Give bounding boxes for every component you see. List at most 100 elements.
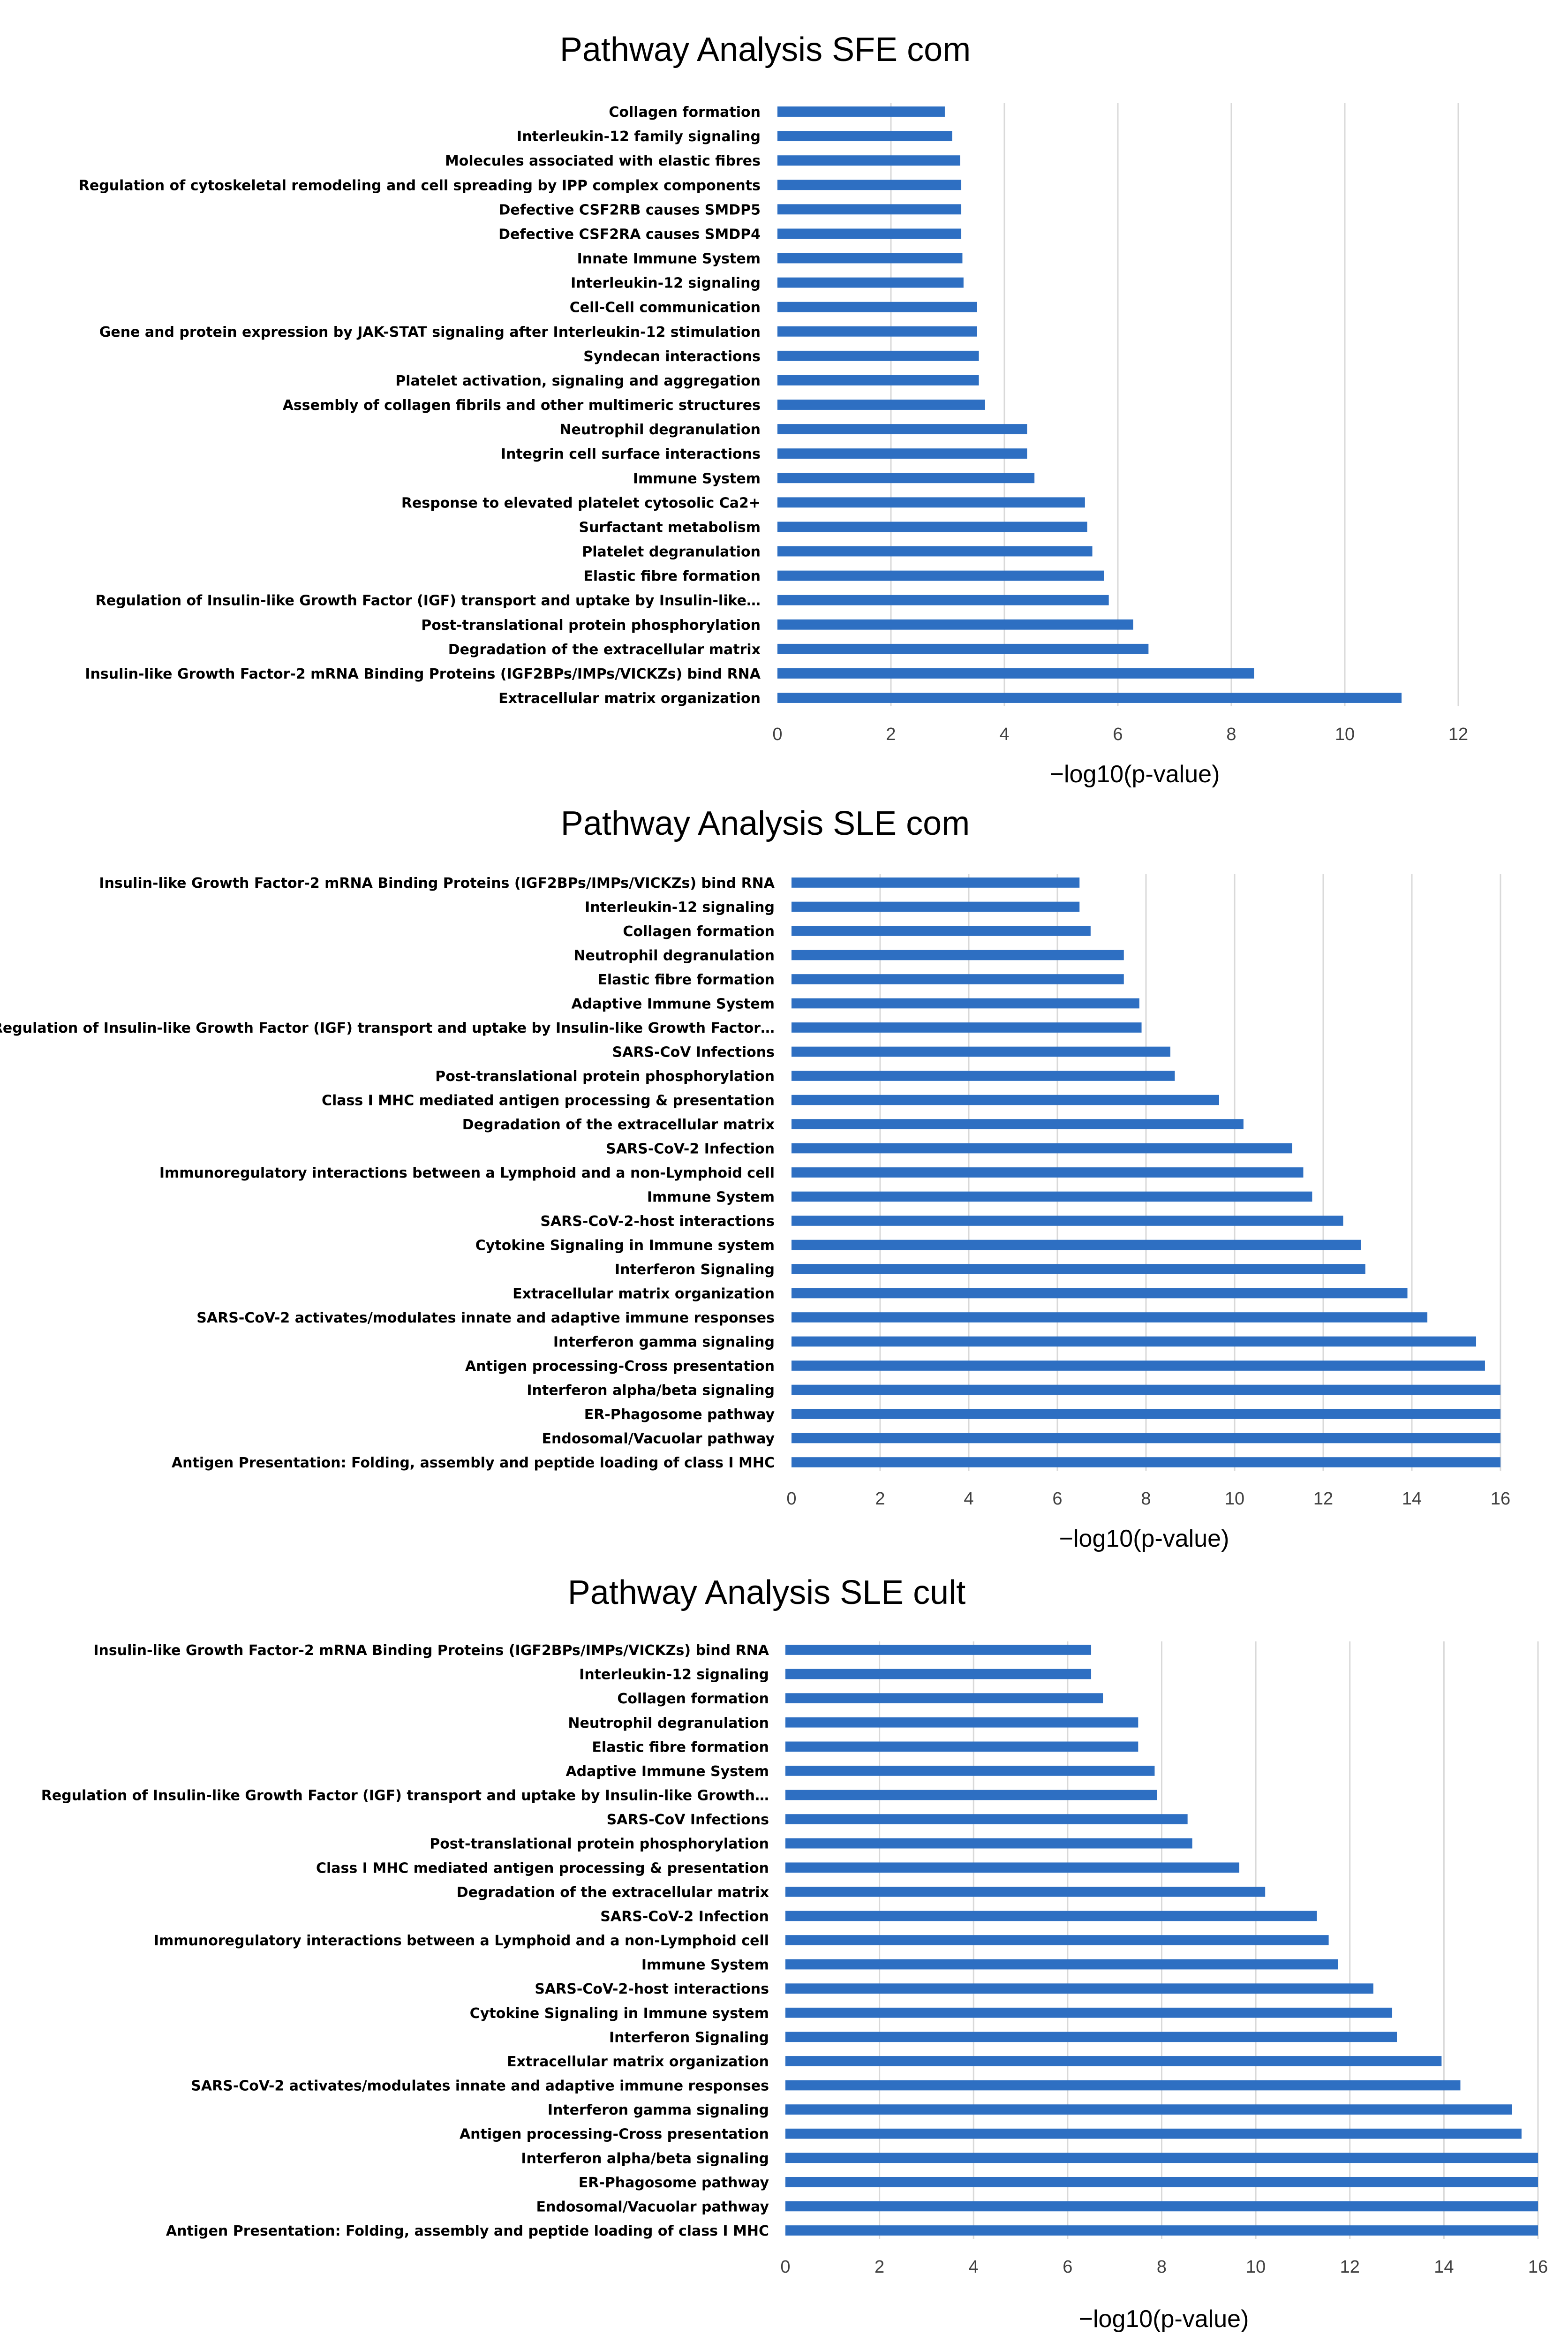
bar xyxy=(777,546,1093,557)
category-label: Class I MHC mediated antigen processing … xyxy=(316,1860,769,1876)
x-tick-label: 6 xyxy=(1113,725,1123,744)
category-label: Class I MHC mediated antigen processing … xyxy=(322,1093,775,1109)
category-label: SARS-CoV-2 activates/modulates innate an… xyxy=(196,1310,775,1326)
category-label: Surfactant metabolism xyxy=(579,519,761,536)
x-tick-label: 6 xyxy=(1063,2257,1072,2277)
bar xyxy=(785,1838,1192,1849)
bar xyxy=(777,253,963,264)
category-label: Neutrophil degranulation xyxy=(568,1715,769,1731)
bar xyxy=(785,1983,1373,1994)
bar xyxy=(785,1935,1329,1945)
bar xyxy=(777,668,1254,679)
bar xyxy=(792,1409,1500,1419)
bar xyxy=(777,424,1027,435)
bar xyxy=(792,926,1091,936)
category-label: SARS-CoV-2-host interactions xyxy=(540,1213,775,1230)
category-label: Regulation of Insulin-like Growth Factor… xyxy=(96,593,761,609)
bar xyxy=(785,2225,1538,2236)
chart-title: Pathway Analysis SFE com xyxy=(560,31,971,68)
bar xyxy=(785,1862,1240,1873)
bar xyxy=(785,1717,1138,1728)
category-label: Antigen Presentation: Folding, assembly … xyxy=(166,2223,769,2239)
bar xyxy=(785,1814,1188,1824)
x-tick-label: 12 xyxy=(1313,1489,1333,1509)
bar xyxy=(785,1669,1092,1679)
bar xyxy=(792,877,1080,888)
x-axis-label: −log10(p-value) xyxy=(1079,2305,1249,2333)
category-label: Interferon Signaling xyxy=(615,1262,775,1278)
category-label: Interferon alpha/beta signaling xyxy=(527,1383,775,1399)
x-tick-label: 10 xyxy=(1225,1489,1244,1509)
bar xyxy=(785,2201,1538,2212)
x-tick-label: 12 xyxy=(1340,2257,1360,2277)
bar xyxy=(777,595,1109,605)
chart-2: Pathway Analysis SLE com Insulin-like Gro… xyxy=(0,805,1510,1552)
bar xyxy=(777,693,1402,703)
category-label: Response to elevated platelet cytosolic … xyxy=(401,495,761,511)
bar xyxy=(792,1022,1142,1033)
x-tick-label: 2 xyxy=(874,2257,884,2277)
x-tick-label: 16 xyxy=(1491,1489,1510,1509)
x-tick-label: 4 xyxy=(999,725,1009,744)
category-label: Platelet degranulation xyxy=(582,544,761,560)
category-label: SARS-CoV Infections xyxy=(607,1812,769,1828)
bar xyxy=(792,1264,1365,1274)
category-label: Innate Immune System xyxy=(577,251,761,267)
bar xyxy=(792,1216,1343,1226)
bar xyxy=(792,1288,1408,1299)
category-label: Post-translational protein phosphorylati… xyxy=(430,1836,769,1852)
bar xyxy=(792,1384,1500,1395)
bar xyxy=(777,302,977,312)
category-label: Immunoregulatory interactions between a … xyxy=(154,1933,769,1949)
category-label: Regulation of cytoskeletal remodeling an… xyxy=(79,177,761,194)
category-label: Elastic fibre formation xyxy=(592,1739,769,1755)
x-tick-label: 8 xyxy=(1141,1489,1151,1509)
bar xyxy=(777,228,962,239)
category-label: Post-translational protein phosphorylati… xyxy=(435,1068,775,1085)
category-label: ER-Phagosome pathway xyxy=(579,2175,769,2191)
category-label: SARS-CoV-2-host interactions xyxy=(535,1981,769,1997)
bar xyxy=(777,497,1085,508)
category-label: Endosomal/Vacuolar pathway xyxy=(542,1431,775,1447)
category-label: SARS-CoV-2 Infection xyxy=(606,1141,775,1157)
x-tick-label: 6 xyxy=(1052,1489,1062,1509)
category-label: Adaptive Immune System xyxy=(571,996,775,1013)
bar xyxy=(777,350,979,361)
x-tick-label: 14 xyxy=(1434,2257,1454,2277)
x-tick-label: 4 xyxy=(969,2257,979,2277)
x-tick-label: 8 xyxy=(1157,2257,1167,2277)
category-label: Regulation of Insulin-like Growth Factor… xyxy=(41,1788,769,1804)
bar xyxy=(785,1790,1157,1800)
bar xyxy=(785,2056,1442,2066)
category-label: SARS-CoV-2 activates/modulates innate an… xyxy=(191,2078,769,2094)
category-label: SARS-CoV Infections xyxy=(612,1044,775,1061)
category-label: Platelet activation, signaling and aggre… xyxy=(395,373,761,389)
category-label: Interleukin-12 signaling xyxy=(585,899,775,916)
bar xyxy=(785,2153,1538,2163)
category-label: Collagen formation xyxy=(609,104,761,121)
category-label: Interferon alpha/beta signaling xyxy=(521,2150,769,2167)
category-label: Antigen processing-Cross presentation xyxy=(465,1358,775,1375)
bar xyxy=(792,901,1080,912)
bar xyxy=(792,1143,1292,1154)
category-label: Extracellular matrix organization xyxy=(498,690,761,707)
category-label: Assembly of collagen fibrils and other m… xyxy=(283,397,761,414)
category-label: Gene and protein expression by JAK-STAT … xyxy=(99,324,761,340)
x-tick-label: 0 xyxy=(786,1489,796,1509)
bar xyxy=(777,155,960,166)
bar xyxy=(777,375,979,385)
bar xyxy=(792,1095,1219,1105)
category-label: Endosomal/Vacuolar pathway xyxy=(536,2199,769,2215)
category-label: Post-translational protein phosphorylati… xyxy=(421,617,761,634)
category-label: Insulin-like Growth Factor-2 mRNA Bindin… xyxy=(99,875,775,892)
bar xyxy=(792,1119,1244,1129)
category-label: Immune System xyxy=(641,1957,769,1973)
x-tick-label: 2 xyxy=(875,1489,885,1509)
category-label: Elastic fibre formation xyxy=(597,972,775,988)
bar xyxy=(785,2128,1522,2139)
bar xyxy=(792,950,1124,960)
x-tick-label: 14 xyxy=(1402,1489,1422,1509)
category-label: Molecules associated with elastic fibres xyxy=(445,153,761,169)
bar xyxy=(785,1693,1103,1703)
